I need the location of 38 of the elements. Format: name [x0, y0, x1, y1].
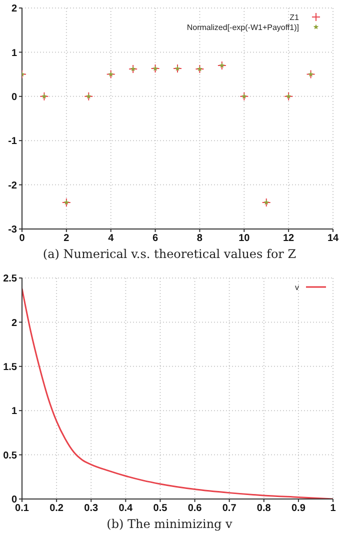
x-tick-label: 0.9: [291, 503, 306, 514]
y-tick-label: 1: [11, 406, 18, 418]
x-tick-label: 0.6: [188, 503, 202, 514]
legend-label: Z1: [290, 12, 299, 22]
x-tick-label: 0.1: [15, 503, 30, 514]
y-tick-label: 0.5: [3, 450, 18, 462]
x-tick-label: 0.3: [84, 503, 98, 514]
x-tick-label: 2: [64, 233, 70, 244]
x-tick-label: 1: [330, 503, 336, 514]
point: [152, 66, 158, 71]
text: (a) Numerical v.s. theoretical values for Z: [42, 247, 298, 261]
x-tick-label: 8: [196, 233, 203, 244]
y-tick-label: 0: [11, 92, 18, 103]
x-tick-label: 6: [152, 233, 159, 244]
y-tick-label: 2.5: [3, 274, 18, 285]
legend-label: v: [295, 282, 299, 292]
text: (b) The minimizing v: [106, 517, 234, 531]
x-tick-label: 14: [327, 233, 339, 244]
x-tick-label: 12: [283, 233, 295, 244]
point: [173, 64, 182, 74]
point: [174, 66, 180, 71]
x-tick-label: 0.8: [256, 503, 272, 514]
point: [150, 64, 160, 74]
y-tick-label: -3: [8, 224, 18, 236]
legend-label: Normalized[-exp(-W1+Payoff1)]: [186, 22, 299, 32]
y-tick-label: -1: [8, 136, 18, 148]
x-tick-label: 10: [238, 233, 250, 244]
x-tick-label: 0: [19, 233, 26, 244]
y-tick-label: 1.5: [3, 362, 18, 373]
x-tick-label: 0.5: [153, 503, 168, 514]
y-tick-label: 2: [11, 4, 18, 15]
x-tick-label: 0.4: [118, 503, 134, 514]
y-tick-label: 1: [11, 48, 18, 59]
x-tick-label: 0.7: [222, 503, 237, 514]
y-tick-label: -2: [8, 180, 18, 192]
x-tick-label: 4: [108, 233, 114, 244]
x-tick-label: 0.2: [50, 503, 64, 514]
y-tick-label: 2: [11, 318, 18, 329]
